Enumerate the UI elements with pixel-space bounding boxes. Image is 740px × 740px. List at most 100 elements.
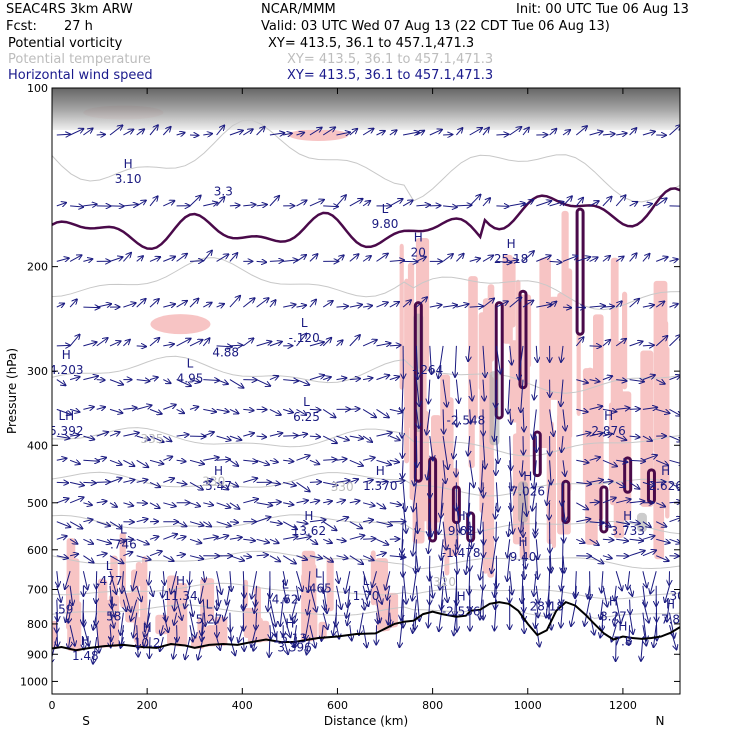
wind-arrow	[642, 435, 652, 441]
wind-arrow	[189, 196, 201, 207]
wind-arrow	[216, 481, 229, 489]
wind-arrow	[656, 555, 669, 561]
wind-arrow	[575, 198, 583, 207]
y-tick-label: 100	[27, 82, 48, 95]
wind-arrow	[376, 375, 390, 381]
wind-arrow	[388, 599, 390, 625]
wind-arrow	[283, 460, 293, 461]
wind-arrow	[305, 612, 311, 640]
wind-arrow	[642, 599, 649, 623]
wind-arrow	[453, 436, 456, 458]
wind-arrow	[669, 481, 680, 490]
wind-arrow	[253, 636, 256, 651]
wind-arrow	[189, 299, 198, 308]
wind-arrow	[69, 482, 84, 485]
wind-arrow	[412, 571, 417, 600]
y-tick-label: 500	[27, 497, 48, 510]
speed-patch	[256, 620, 270, 642]
wind-arrow	[243, 478, 257, 483]
wind-arrow	[136, 299, 146, 308]
wind-arrow	[123, 408, 136, 410]
wind-arrow	[535, 521, 536, 538]
wind-arrow	[350, 625, 352, 640]
extremum-value: 3.396	[277, 641, 311, 655]
wind-arrow	[176, 460, 186, 461]
wind-arrow	[224, 599, 231, 621]
wind-arrow	[120, 612, 123, 635]
wind-arrow	[629, 380, 644, 382]
wind-arrow	[456, 409, 457, 426]
x-tick-label: 0	[49, 699, 56, 712]
wind-arrow	[336, 585, 342, 609]
extremum-kind: H	[414, 230, 423, 244]
wind-arrow	[96, 338, 108, 347]
wind-arrow	[337, 571, 339, 583]
wind-arrow	[629, 436, 640, 437]
wind-arrow	[402, 300, 411, 308]
wind-arrow	[441, 539, 443, 560]
extremum-kind: L	[187, 357, 194, 371]
wind-arrow	[280, 599, 283, 627]
x-tick-label: 400	[232, 699, 253, 712]
wind-arrow	[576, 482, 591, 484]
extremum-value: 3.10	[115, 172, 142, 186]
wind-arrow	[269, 342, 282, 347]
wind-arrow	[322, 408, 335, 417]
wind-arrow	[229, 205, 240, 206]
wind-arrow	[322, 555, 333, 562]
extremum-value: 3.3	[214, 185, 233, 199]
wind-arrow	[589, 131, 603, 135]
wind-arrow	[189, 503, 200, 507]
wind-arrow	[296, 537, 311, 540]
wind-arrow	[297, 585, 299, 600]
wind-arrow	[549, 599, 550, 619]
wind-arrow	[349, 555, 363, 564]
wind-arrow	[442, 379, 447, 407]
wind-arrow	[642, 345, 654, 346]
wind-arrow	[336, 132, 350, 135]
wind-arrow	[348, 585, 350, 607]
wind-arrow	[83, 376, 98, 380]
wind-arrow	[376, 538, 389, 544]
wind-arrow	[441, 482, 443, 518]
wind-arrow	[430, 436, 433, 460]
wind-arrow	[96, 380, 105, 381]
wind-arrow	[349, 199, 363, 207]
extremum-value: 2.876	[591, 424, 625, 438]
wind-arrow	[402, 200, 413, 207]
wind-arrow	[122, 585, 130, 612]
wind-arrow	[575, 126, 587, 136]
wind-arrow	[629, 128, 637, 136]
wind-speed-shading	[52, 105, 670, 652]
forecast-label: Fcst:	[6, 19, 37, 34]
wind-arrow	[149, 377, 158, 379]
wind-arrow	[562, 256, 578, 262]
extremum-value: 1.48	[72, 649, 99, 663]
wind-arrow	[389, 345, 401, 346]
wind-arrow	[323, 599, 325, 610]
model-title: SEAC4RS 3km ARW	[6, 2, 133, 17]
y-axis-title: Pressure (hPa)	[5, 348, 19, 434]
wind-arrow	[615, 585, 617, 601]
wind-arrow	[269, 522, 282, 524]
wind-arrow	[522, 571, 523, 603]
wind-arrow	[589, 480, 604, 483]
wind-arrow	[669, 304, 678, 307]
wind-arrow	[203, 409, 216, 412]
wind-arrow	[589, 612, 595, 635]
wind-arrow	[202, 612, 204, 636]
extremum-value: 6.25	[293, 410, 320, 424]
wind-arrow	[669, 625, 677, 649]
wind-arrow	[83, 555, 93, 563]
wind-arrow	[109, 555, 123, 564]
wind-arrow	[376, 459, 392, 464]
wind-arrow	[269, 482, 280, 484]
extremum-value: 4.95	[177, 372, 204, 386]
wind-arrow	[256, 127, 265, 136]
wind-arrow	[203, 432, 214, 436]
wind-arrow	[283, 133, 292, 135]
wind-arrow	[69, 497, 84, 504]
wind-arrow	[269, 599, 276, 627]
wind-arrow	[656, 482, 665, 483]
